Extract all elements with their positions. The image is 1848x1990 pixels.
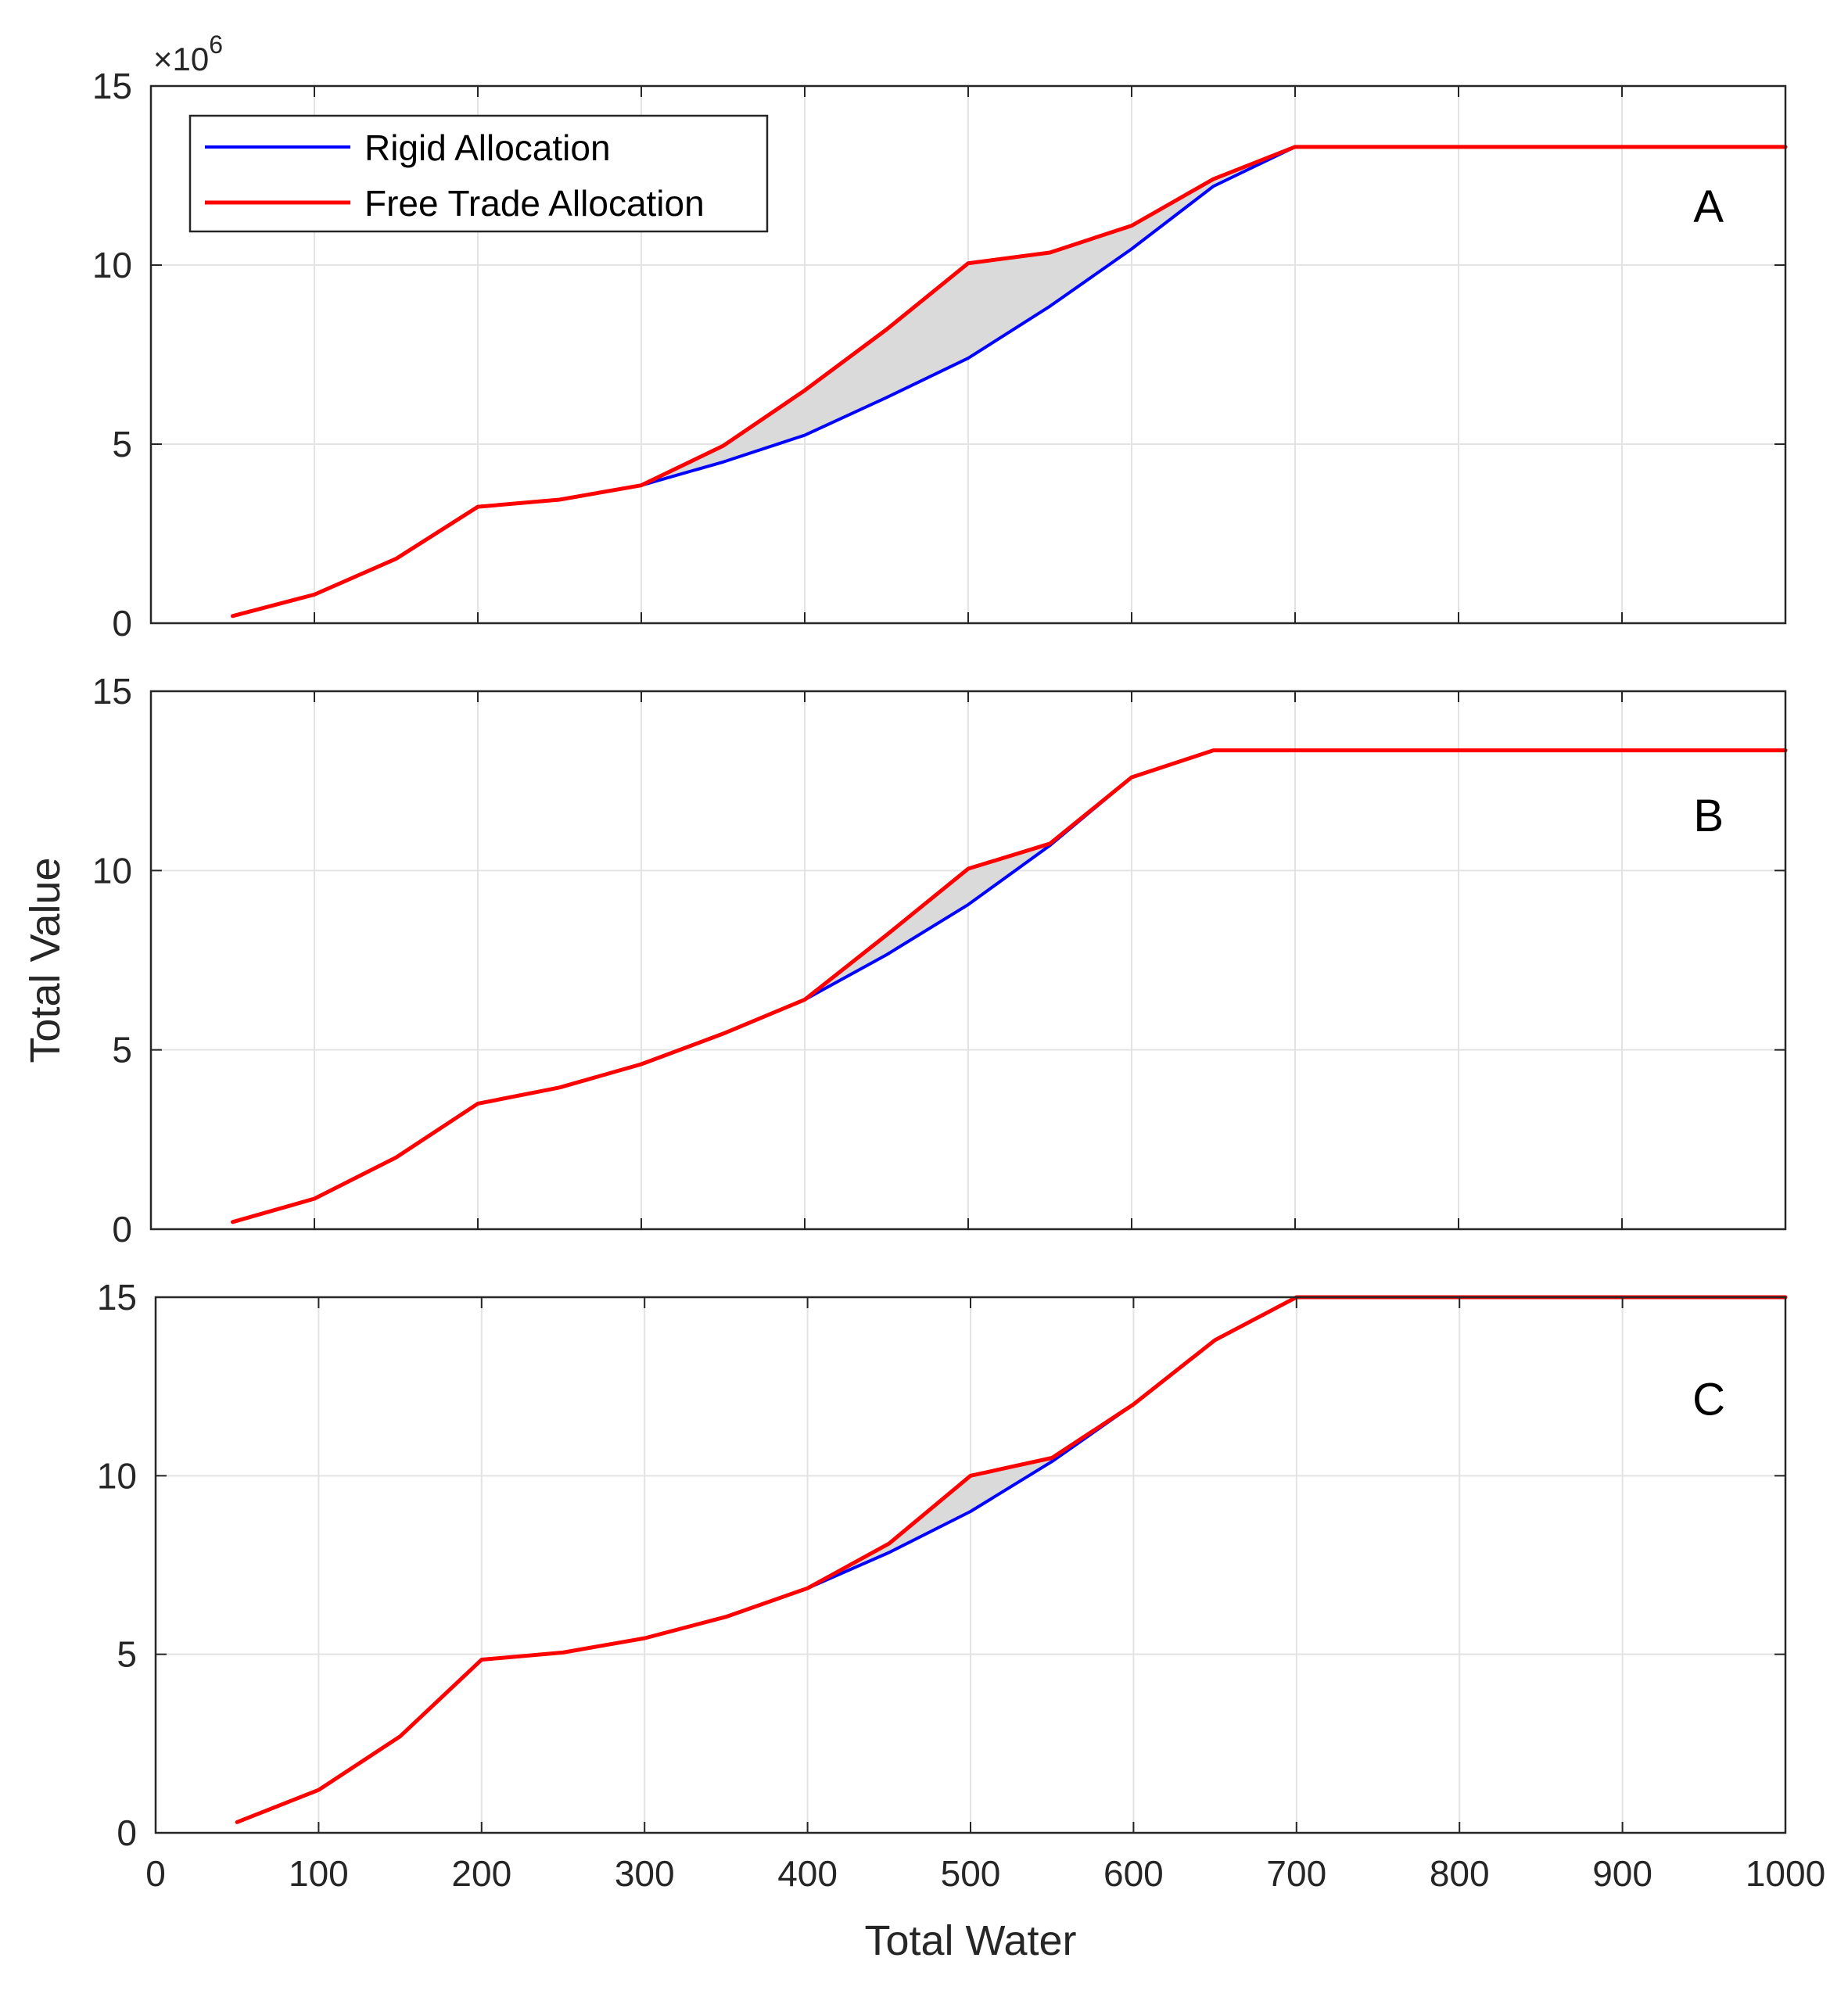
y-tick-label: 15 bbox=[97, 1277, 137, 1318]
y-tick-label: 5 bbox=[117, 1634, 137, 1675]
panel-c: 0 5 10 15 C bbox=[97, 1277, 1788, 1853]
x-tick-label: 100 bbox=[289, 1853, 349, 1894]
panel-label: A bbox=[1693, 181, 1724, 232]
x-axis-title: Total Water bbox=[864, 1917, 1076, 1964]
y-tick-label: 15 bbox=[92, 66, 132, 106]
y-tick-label: 10 bbox=[92, 850, 132, 891]
x-tick-label: 0 bbox=[145, 1853, 166, 1894]
y-axis-title: Total Value bbox=[22, 857, 69, 1063]
y-tick-label: 5 bbox=[112, 1030, 132, 1070]
panel-b: 0 5 10 15 B bbox=[92, 671, 1788, 1250]
y-exponent-power: 6 bbox=[209, 30, 223, 59]
panel-label: C bbox=[1692, 1375, 1725, 1425]
x-tick-label: 800 bbox=[1430, 1853, 1490, 1894]
panel-label: B bbox=[1693, 791, 1724, 841]
y-tick-label: 0 bbox=[112, 1209, 132, 1250]
legend: Rigid Allocation Free Trade Allocation bbox=[188, 114, 769, 233]
x-tick-label: 900 bbox=[1592, 1853, 1652, 1894]
x-tick-label: 300 bbox=[615, 1853, 675, 1894]
legend-label-free-trade-allocation: Free Trade Allocation bbox=[364, 183, 705, 224]
y-tick-label: 0 bbox=[112, 603, 132, 644]
y-tick-label: 0 bbox=[117, 1813, 137, 1853]
y-exponent-label: ×106 bbox=[153, 30, 223, 77]
series-line-free-trade-allocation bbox=[231, 145, 1788, 619]
x-tick-label: 700 bbox=[1266, 1853, 1326, 1894]
legend-label-rigid-allocation: Rigid Allocation bbox=[364, 127, 611, 168]
y-tick-label: 5 bbox=[112, 424, 132, 464]
legend-box bbox=[188, 114, 769, 233]
x-tick-label: 600 bbox=[1103, 1853, 1164, 1894]
y-tick-label: 15 bbox=[92, 671, 132, 712]
x-tick-label: 500 bbox=[941, 1853, 1001, 1894]
x-tick-label: 1000 bbox=[1746, 1853, 1825, 1894]
series-line-free-trade-allocation bbox=[231, 748, 1788, 1224]
y-tick-label: 10 bbox=[92, 245, 132, 285]
x-tick-label: 200 bbox=[451, 1853, 511, 1894]
y-exponent-base: ×10 bbox=[153, 41, 209, 77]
y-tick-label: 10 bbox=[97, 1455, 137, 1496]
x-tick-label: 400 bbox=[777, 1853, 838, 1894]
